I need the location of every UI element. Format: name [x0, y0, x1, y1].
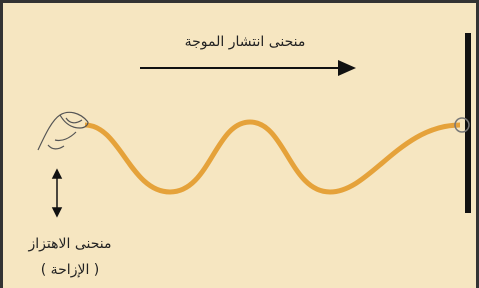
propagation-label: منحنى انتشار الموجة	[185, 34, 306, 50]
page: منحنى انتشار الموجة منحنى الاهتزاز ( الإ…	[0, 0, 479, 288]
vibration-label: منحنى الاهتزاز	[28, 236, 112, 252]
displacement-label: ( الإزاحة )	[41, 262, 100, 278]
wave-diagram: منحنى انتشار الموجة منحنى الاهتزاز ( الإ…	[0, 0, 479, 288]
